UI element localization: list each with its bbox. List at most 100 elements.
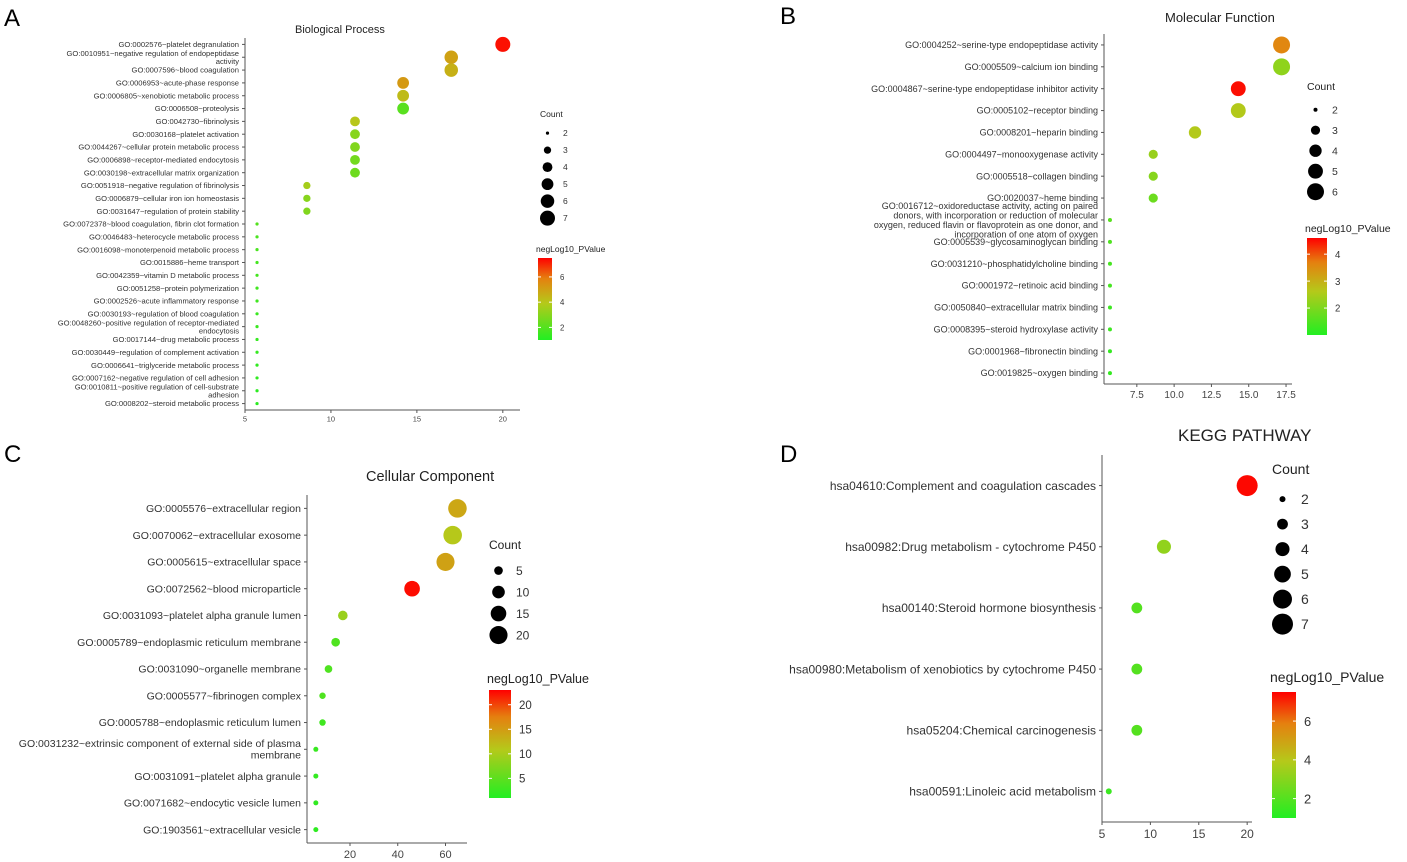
term-label: GO:0030193~regulation of blood coagulati… xyxy=(88,309,239,318)
data-point xyxy=(255,299,259,303)
color-legend-label: 4 xyxy=(1335,250,1341,261)
term-label-line: GO:0008395~steroid hydroxylase activity xyxy=(934,324,1099,334)
size-legend-dot xyxy=(490,605,507,622)
size-legend-label: 7 xyxy=(563,213,568,223)
term-label: GO:0010811~positive regulation of cell-s… xyxy=(75,382,239,399)
term-label-line: GO:0031647~regulation of protein stabili… xyxy=(97,207,240,216)
term-label-line: GO:0001972~retinoic acid binding xyxy=(962,281,1098,291)
size-legend-dot xyxy=(1307,183,1324,201)
data-point xyxy=(331,637,340,647)
term-label: GO:0031091~platelet alpha granule xyxy=(134,771,301,783)
term-label-line: GO:0020037~heme binding xyxy=(987,193,1098,203)
data-point xyxy=(1148,149,1158,159)
term-label-line: GO:0006879~cellular iron ion homeostasis xyxy=(95,194,239,203)
size-legend-label: 20 xyxy=(516,628,530,642)
term-label: GO:0004497~monooxygenase activity xyxy=(945,149,1098,159)
data-point xyxy=(350,167,360,178)
data-point xyxy=(397,76,410,89)
term-label: GO:0015886~heme transport xyxy=(140,258,240,267)
term-label-line: GO:0007596~blood coagulation xyxy=(132,66,239,75)
term-label: GO:0002526~acute inflammatory response xyxy=(94,297,239,306)
term-label-line: donors, with incorporation or reduction … xyxy=(893,210,1098,220)
data-point xyxy=(448,499,467,518)
data-point xyxy=(319,719,326,726)
size-legend-label: 4 xyxy=(1301,541,1309,557)
term-label: GO:0006508~proteolysis xyxy=(155,104,239,113)
x-tick-label: 20 xyxy=(1240,827,1254,841)
term-label-line: GO:0031232~extrinsic component of extern… xyxy=(19,738,301,750)
color-legend-label: 4 xyxy=(560,298,565,307)
size-legend-label: 15 xyxy=(516,607,530,621)
size-legend-label: 2 xyxy=(563,128,568,138)
color-legend-title: negLog10_PValue xyxy=(1270,669,1384,685)
term-label-line: GO:0072562~blood microparticle xyxy=(147,583,302,595)
term-label-line: GO:0004867~serine-type endopeptidase inh… xyxy=(871,84,1098,94)
term-label: GO:0071682~endocytic vesicle lumen xyxy=(124,798,301,810)
term-label: hsa05204:Chemical carcinogenesis xyxy=(907,723,1096,737)
x-tick-label: 10 xyxy=(1144,827,1158,841)
data-point xyxy=(443,525,462,545)
size-legend-label: 6 xyxy=(1332,186,1338,198)
data-point xyxy=(313,773,319,779)
color-legend-title: negLog10_PValue xyxy=(536,244,606,254)
panel-label-d: D xyxy=(780,441,797,468)
term-label-line: hsa04610:Complement and coagulation casc… xyxy=(830,479,1096,493)
term-label-line: GO:0048260~positive regulation of recept… xyxy=(58,318,239,327)
term-label: GO:0002576~platelet degranulation xyxy=(118,40,239,49)
size-legend-label: 4 xyxy=(1332,145,1338,157)
data-point xyxy=(350,129,360,140)
term-label: GO:0051918~negative regulation of fibrin… xyxy=(81,181,239,190)
term-label-line: GO:0030193~regulation of blood coagulati… xyxy=(88,309,239,318)
term-label: GO:0070062~extracellular exosome xyxy=(133,530,302,542)
term-label-line: GO:0042730~fibrinolysis xyxy=(156,117,240,126)
term-label: GO:0007596~blood coagulation xyxy=(132,66,239,75)
term-label-line: GO:0016712~oxidoreductase activity, acti… xyxy=(882,201,1098,211)
x-tick-label: 10 xyxy=(327,415,335,424)
data-point xyxy=(1273,36,1291,54)
data-point xyxy=(397,102,410,115)
color-legend-label: 10 xyxy=(519,749,532,761)
term-label: GO:0005509~calcium ion binding xyxy=(965,62,1098,72)
size-legend-dot xyxy=(541,178,554,191)
term-label: GO:0008202~steroid metabolic process xyxy=(105,399,239,408)
term-label-line: GO:0017144~drug metabolic process xyxy=(113,335,240,344)
term-label: hsa00140:Steroid hormone biosynthesis xyxy=(882,601,1096,615)
data-point xyxy=(313,827,319,833)
data-point xyxy=(255,260,259,265)
panel-label-c: C xyxy=(4,441,21,468)
data-point xyxy=(313,746,319,752)
term-label-line: GO:0015886~heme transport xyxy=(140,258,240,267)
term-label-line: GO:0051918~negative regulation of fibrin… xyxy=(81,181,239,190)
size-legend-label: 2 xyxy=(1301,491,1309,507)
data-point xyxy=(255,363,259,367)
data-point xyxy=(255,389,259,393)
data-point xyxy=(255,248,259,252)
size-legend-label: 5 xyxy=(563,179,568,189)
data-point xyxy=(495,36,511,52)
data-point xyxy=(1273,58,1291,76)
data-point xyxy=(255,325,259,329)
term-label: GO:0048260~positive regulation of recept… xyxy=(58,318,240,335)
color-legend-label: 2 xyxy=(1335,304,1340,315)
term-label: GO:0004867~serine-type endopeptidase inh… xyxy=(871,84,1098,94)
term-label: GO:0005788~endoplasmic reticulum lumen xyxy=(99,717,301,729)
term-label-line: GO:0031090~organelle membrane xyxy=(138,664,301,676)
color-legend-bar xyxy=(489,690,511,798)
data-point xyxy=(255,286,259,290)
term-label-line: GO:0046483~heterocycle metabolic process xyxy=(89,232,239,241)
term-label: GO:0005789~endoplasmic reticulum membran… xyxy=(77,637,301,649)
color-legend-label: 6 xyxy=(560,273,564,282)
term-label-line: GO:0007162~negative regulation of cell a… xyxy=(72,374,239,383)
term-label-line: hsa00591:Linoleic acid metabolism xyxy=(909,785,1096,799)
term-label: GO:0031647~regulation of protein stabili… xyxy=(97,207,240,216)
term-label-line: GO:0010811~positive regulation of cell-s… xyxy=(75,382,239,391)
chart-title: KEGG PATHWAY xyxy=(1178,426,1312,445)
term-label: GO:0006879~cellular iron ion homeostasis xyxy=(95,194,239,203)
term-label: GO:0005539~glycosaminoglycan binding xyxy=(934,237,1098,247)
x-tick-label: 10.0 xyxy=(1164,390,1184,401)
term-label: GO:0072562~blood microparticle xyxy=(147,583,302,595)
term-label: GO:0016098~monoterpenoid metabolic proce… xyxy=(77,245,239,254)
term-label-line: GO:0071682~endocytic vesicle lumen xyxy=(124,798,301,810)
term-label-line: GO:0006898~receptor-mediated endocytosis xyxy=(87,156,239,165)
